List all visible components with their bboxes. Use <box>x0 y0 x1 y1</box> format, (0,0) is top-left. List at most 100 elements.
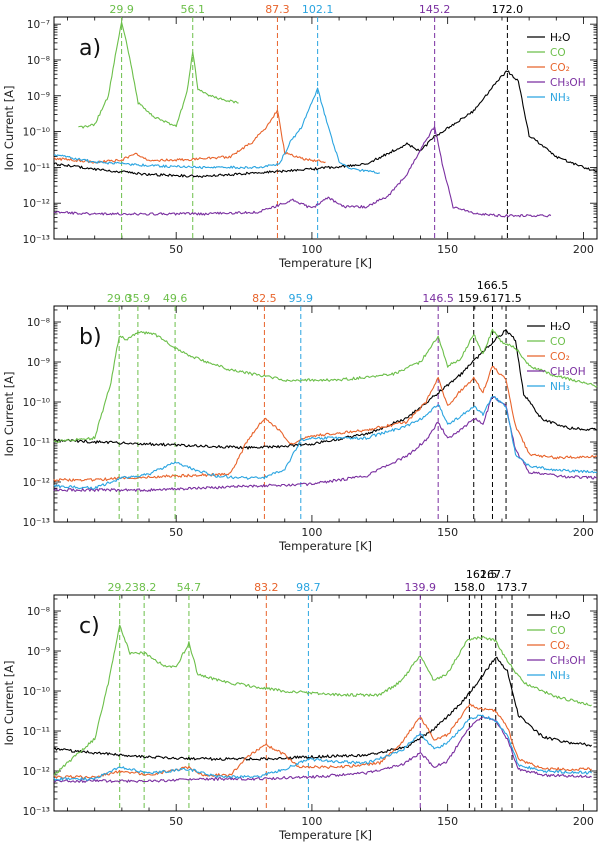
panel-b: 50 100 150 200 10⁻¹³ 10⁻¹² 10⁻¹¹ 10⁻¹⁰ 10⁻⁹ 10⁻⁸ T… <box>2 279 598 553</box>
x-tick-label: 50 <box>169 243 183 256</box>
legend-label: CO <box>550 625 566 637</box>
peak-marker-label: 87.3 <box>265 3 290 16</box>
series-line-co2 <box>53 109 326 164</box>
series-line-h2o <box>53 656 592 761</box>
series-line-ch3oh <box>53 125 552 218</box>
peak-marker-label: 166.5 <box>477 279 509 292</box>
legend-label: CO <box>550 47 566 59</box>
y-tick-label: 10⁻⁷ <box>27 19 50 31</box>
series-line-ch3oh <box>53 716 592 783</box>
y-tick-label: 10⁻¹² <box>23 477 50 489</box>
peak-marker-label: 102.1 <box>302 3 334 16</box>
legend-label: CH₃OH <box>550 77 586 89</box>
series-line-h2o <box>53 70 598 178</box>
series-line-co2 <box>53 703 592 779</box>
legend-label: CH₃OH <box>550 366 586 378</box>
y-tick-label: 10⁻¹¹ <box>23 726 50 738</box>
series-line-h2o <box>53 329 598 450</box>
peak-marker-label: 56.1 <box>180 3 205 16</box>
y-axis-title: Ion Current [A] <box>2 660 16 745</box>
x-tick-label: 200 <box>573 815 594 828</box>
x-tick-label: 100 <box>301 243 322 256</box>
panel-label: a) <box>79 36 101 61</box>
legend-label: H₂O <box>550 610 570 622</box>
peak-marker-label: 83.2 <box>254 581 279 594</box>
peak-marker-label: 158.0 <box>454 581 486 594</box>
y-axis-title: Ion Current [A] <box>2 85 16 170</box>
panel-label: b) <box>79 325 102 350</box>
peak-marker-label: 29.0 <box>107 292 132 305</box>
y-tick-label: 10⁻¹¹ <box>23 437 50 449</box>
peak-marker-label: 38.2 <box>132 581 157 594</box>
y-tick-label: 10⁻¹¹ <box>23 162 50 174</box>
plot-frame <box>53 305 598 523</box>
series-line-nh3 <box>53 714 592 781</box>
x-axis-title: Temperature [K] <box>278 828 372 842</box>
legend-label: NH₃ <box>550 92 570 104</box>
x-axis-title: Temperature [K] <box>278 539 372 553</box>
x-tick-label: 200 <box>573 243 594 256</box>
y-tick-label: 10⁻¹³ <box>23 517 50 529</box>
peak-marker-label: 172.0 <box>492 3 524 16</box>
y-tick-label: 10⁻¹² <box>23 766 50 778</box>
peak-marker-label: 35.9 <box>126 292 151 305</box>
series-line-nh3 <box>53 87 380 175</box>
legend-label: H₂O <box>550 321 570 333</box>
legend-label: CO₂ <box>550 640 570 652</box>
x-tick-label: 150 <box>437 526 458 539</box>
peak-marker-label: 167.7 <box>480 568 512 581</box>
x-tick-label: 50 <box>169 815 183 828</box>
y-tick-label: 10⁻¹³ <box>23 234 50 246</box>
legend-label: CO₂ <box>550 62 570 74</box>
panel-c: 50 100 150 200 10⁻¹³ 10⁻¹² 10⁻¹¹ 10⁻¹⁰ 10⁻⁹ 10⁻⁸ T… <box>2 568 598 842</box>
peak-marker-label: 139.9 <box>405 581 437 594</box>
y-tick-label: 10⁻⁸ <box>27 317 50 329</box>
series-line-co <box>53 328 598 444</box>
x-tick-label: 100 <box>301 526 322 539</box>
peak-marker-label: 82.5 <box>252 292 277 305</box>
peak-marker-label: 171.5 <box>490 292 522 305</box>
x-tick-label: 100 <box>301 815 322 828</box>
legend-label: CO₂ <box>550 351 570 363</box>
x-tick-label: 50 <box>169 526 183 539</box>
y-tick-label: 10⁻⁸ <box>27 55 50 67</box>
peak-marker-label: 98.7 <box>296 581 321 594</box>
peak-marker-label: 173.7 <box>496 581 528 594</box>
legend-label: NH₃ <box>550 381 570 393</box>
y-tick-label: 10⁻¹² <box>23 198 50 210</box>
panel-a: 50 100 150 200 10⁻¹³ 10⁻¹² 10⁻¹¹ 10⁻¹⁰ 10⁻⁹ 10⁻⁸ 1… <box>2 3 598 270</box>
series-line-co2 <box>53 365 598 482</box>
x-tick-label: 150 <box>437 815 458 828</box>
y-axis-title: Ion Current [A] <box>2 371 16 456</box>
y-tick-label: 10⁻¹⁰ <box>23 397 50 409</box>
legend-label: CO <box>550 336 566 348</box>
x-tick-label: 150 <box>437 243 458 256</box>
peak-marker-label: 162.5 <box>466 568 498 581</box>
y-tick-label: 10⁻⁸ <box>27 606 50 618</box>
x-axis-title: Temperature [K] <box>278 256 372 270</box>
y-tick-label: 10⁻⁹ <box>27 646 50 658</box>
peak-marker-label: 159.6 <box>458 292 490 305</box>
plot-frame <box>53 16 598 240</box>
peak-marker-label: 29.2 <box>107 581 132 594</box>
peak-marker-label: 145.2 <box>419 3 451 16</box>
y-tick-label: 10⁻¹³ <box>23 806 50 818</box>
y-tick-label: 10⁻¹⁰ <box>23 686 50 698</box>
series-line-nh3 <box>53 396 598 490</box>
legend-label: CH₃OH <box>550 655 586 667</box>
peak-marker-label: 95.9 <box>289 292 314 305</box>
peak-marker-label: 49.6 <box>163 292 188 305</box>
legend-label: NH₃ <box>550 670 570 682</box>
peak-marker-label: 54.7 <box>177 581 202 594</box>
series-line-co <box>78 21 239 129</box>
peak-marker-label: 146.5 <box>422 292 454 305</box>
x-tick-label: 200 <box>573 526 594 539</box>
y-tick-label: 10⁻¹⁰ <box>23 127 50 139</box>
peak-marker-label: 29.9 <box>109 3 134 16</box>
panel-label: c) <box>79 614 100 639</box>
series-line-co <box>53 624 592 776</box>
y-tick-label: 10⁻⁹ <box>27 91 50 103</box>
legend-label: H₂O <box>550 32 570 44</box>
y-tick-label: 10⁻⁹ <box>27 357 50 369</box>
